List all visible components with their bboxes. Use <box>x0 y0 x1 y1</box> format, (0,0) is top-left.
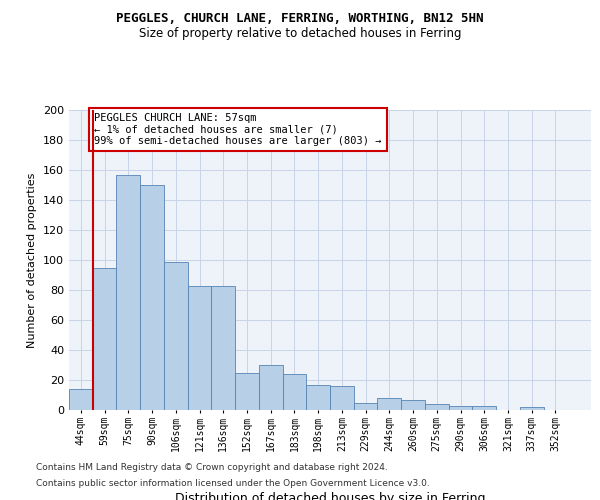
X-axis label: Distribution of detached houses by size in Ferring: Distribution of detached houses by size … <box>175 492 485 500</box>
Bar <box>259 365 283 410</box>
Text: Size of property relative to detached houses in Ferring: Size of property relative to detached ho… <box>139 28 461 40</box>
Bar <box>116 174 140 410</box>
Bar <box>211 286 235 410</box>
Text: PEGGLES, CHURCH LANE, FERRING, WORTHING, BN12 5HN: PEGGLES, CHURCH LANE, FERRING, WORTHING,… <box>116 12 484 26</box>
Bar <box>354 402 377 410</box>
Bar <box>93 268 116 410</box>
Text: PEGGLES CHURCH LANE: 57sqm
← 1% of detached houses are smaller (7)
99% of semi-d: PEGGLES CHURCH LANE: 57sqm ← 1% of detac… <box>94 113 382 146</box>
Bar <box>140 185 164 410</box>
Text: Contains public sector information licensed under the Open Government Licence v3: Contains public sector information licen… <box>36 478 430 488</box>
Bar <box>164 262 188 410</box>
Bar <box>69 389 93 410</box>
Bar <box>188 286 211 410</box>
Text: Contains HM Land Registry data © Crown copyright and database right 2024.: Contains HM Land Registry data © Crown c… <box>36 464 388 472</box>
Bar <box>520 407 544 410</box>
Bar <box>306 384 330 410</box>
Bar <box>330 386 354 410</box>
Bar <box>377 398 401 410</box>
Bar <box>235 372 259 410</box>
Y-axis label: Number of detached properties: Number of detached properties <box>28 172 37 348</box>
Bar <box>472 406 496 410</box>
Bar <box>401 400 425 410</box>
Bar <box>283 374 306 410</box>
Bar <box>449 406 472 410</box>
Bar <box>425 404 449 410</box>
